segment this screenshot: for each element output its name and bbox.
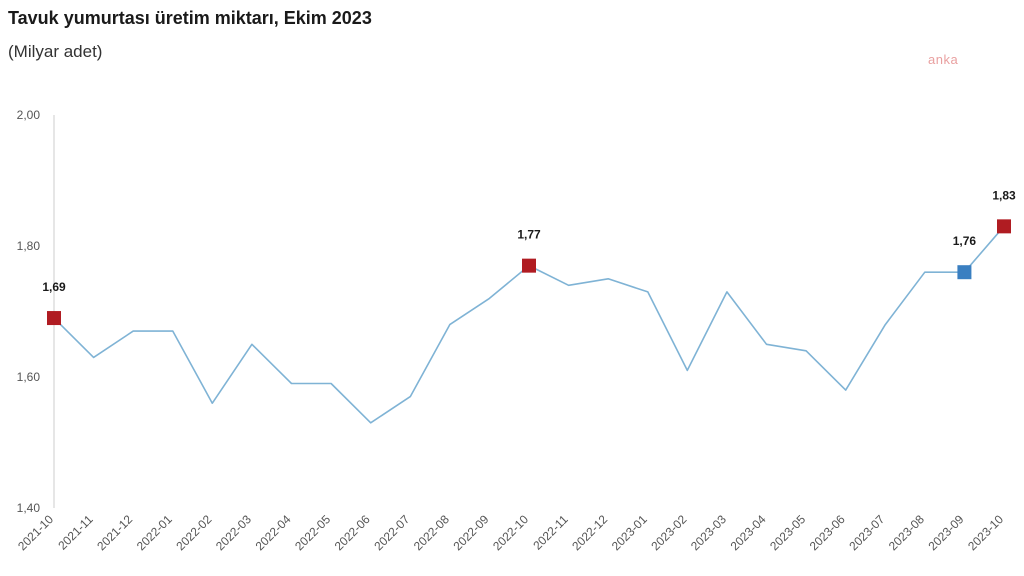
x-tick-label: 2022-11 bbox=[530, 512, 571, 553]
watermark-logo: anka bbox=[928, 52, 959, 67]
x-tick-label: 2023-07 bbox=[846, 512, 887, 553]
x-tick-label: 2022-04 bbox=[253, 512, 294, 553]
data-point-marker bbox=[47, 311, 61, 326]
chart-title: Tavuk yumurtası üretim miktarı, Ekim 202… bbox=[8, 8, 372, 28]
x-tick-label: 2022-12 bbox=[569, 512, 610, 553]
data-point-marker bbox=[522, 258, 536, 273]
x-tick-label: 2023-10 bbox=[965, 512, 1006, 553]
x-tick-label: 2022-10 bbox=[490, 512, 531, 553]
x-tick-label: 2022-03 bbox=[213, 512, 254, 553]
series-line bbox=[53, 225, 1005, 424]
data-label: 1,83 bbox=[992, 188, 1016, 202]
data-point-marker bbox=[997, 219, 1011, 234]
x-tick-label: 2022-02 bbox=[173, 512, 214, 553]
y-tick-label: 1,40 bbox=[17, 501, 41, 515]
x-tick-label: 2023-01 bbox=[609, 512, 650, 553]
data-label: 1,76 bbox=[953, 234, 977, 248]
data-point-marker bbox=[957, 265, 972, 280]
x-tick-label: 2021-10 bbox=[15, 512, 56, 553]
x-tick-label: 2023-05 bbox=[767, 512, 808, 553]
chart-subtitle: (Milyar adet) bbox=[8, 42, 103, 61]
y-tick-label: 1,80 bbox=[17, 239, 41, 253]
x-tick-label: 2023-02 bbox=[648, 512, 689, 553]
y-tick-label: 1,60 bbox=[17, 370, 41, 384]
x-tick-label: 2022-09 bbox=[450, 512, 491, 553]
x-tick-label: 2021-12 bbox=[94, 512, 135, 553]
x-tick-label: 2023-09 bbox=[925, 512, 966, 553]
x-tick-label: 2021-11 bbox=[55, 512, 96, 553]
x-tick-label: 2022-06 bbox=[332, 512, 373, 553]
x-tick-label: 2023-06 bbox=[807, 512, 848, 553]
x-tick-label: 2022-08 bbox=[411, 512, 452, 553]
y-tick-label: 2,00 bbox=[17, 108, 41, 122]
data-label: 1,77 bbox=[517, 228, 541, 242]
x-tick-label: 2023-08 bbox=[886, 512, 927, 553]
x-tick-label: 2022-01 bbox=[134, 512, 175, 553]
data-label: 1,69 bbox=[42, 280, 66, 294]
x-tick-label: 2023-04 bbox=[728, 512, 769, 553]
x-tick-label: 2022-07 bbox=[371, 512, 412, 553]
x-tick-label: 2022-05 bbox=[292, 512, 333, 553]
x-tick-label: 2023-03 bbox=[688, 512, 729, 553]
